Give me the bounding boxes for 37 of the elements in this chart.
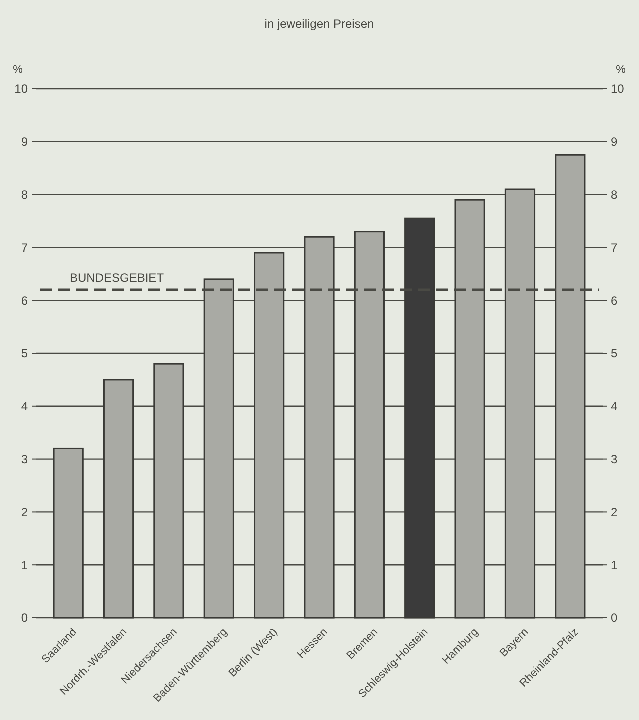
bar bbox=[103, 379, 134, 619]
y-tick-label: 4 bbox=[21, 400, 28, 414]
bar bbox=[354, 231, 385, 619]
y2-tick-label: 8 bbox=[611, 188, 618, 202]
y2-tick-label: 0 bbox=[611, 611, 618, 626]
y2-tick-label: 5 bbox=[611, 346, 618, 361]
bar bbox=[504, 188, 536, 619]
bar bbox=[555, 154, 586, 619]
bar bbox=[254, 252, 285, 619]
y2-tick-label: 4 bbox=[611, 400, 618, 414]
bar bbox=[204, 278, 234, 619]
ref-line-label: BUNDESGEBIET bbox=[70, 271, 165, 286]
y-tick-label: 9 bbox=[21, 135, 28, 150]
y2-tick-label: 2 bbox=[611, 505, 618, 520]
y-tick-label: 1 bbox=[21, 558, 28, 572]
y-tick-label: 5 bbox=[21, 346, 28, 361]
y2-tick-label: 3 bbox=[611, 452, 618, 466]
y2-tick-label: 10 bbox=[611, 82, 625, 96]
y-tick-label: 7 bbox=[21, 240, 28, 255]
y-tick-label: 3 bbox=[21, 452, 28, 466]
y-tick-label: 10 bbox=[14, 82, 28, 96]
y-axis-title: % bbox=[13, 64, 24, 76]
y-tick-label: 2 bbox=[21, 505, 28, 520]
y2-tick-label: 1 bbox=[611, 558, 618, 572]
y-tick-label: 0 bbox=[21, 611, 28, 626]
bar bbox=[454, 199, 486, 619]
y-tick-label: 8 bbox=[21, 188, 28, 202]
chart-title: in jeweiligen Preisen bbox=[264, 17, 374, 31]
y-tick-label: 6 bbox=[21, 294, 28, 308]
bar bbox=[53, 448, 84, 619]
y2-tick-label: 6 bbox=[611, 294, 618, 308]
y2-tick-label: 9 bbox=[611, 135, 618, 150]
bar bbox=[154, 363, 184, 619]
bar bbox=[304, 236, 335, 619]
y2-axis-title: % bbox=[616, 64, 626, 76]
bar bbox=[404, 218, 436, 619]
y2-tick-label: 7 bbox=[611, 240, 618, 255]
